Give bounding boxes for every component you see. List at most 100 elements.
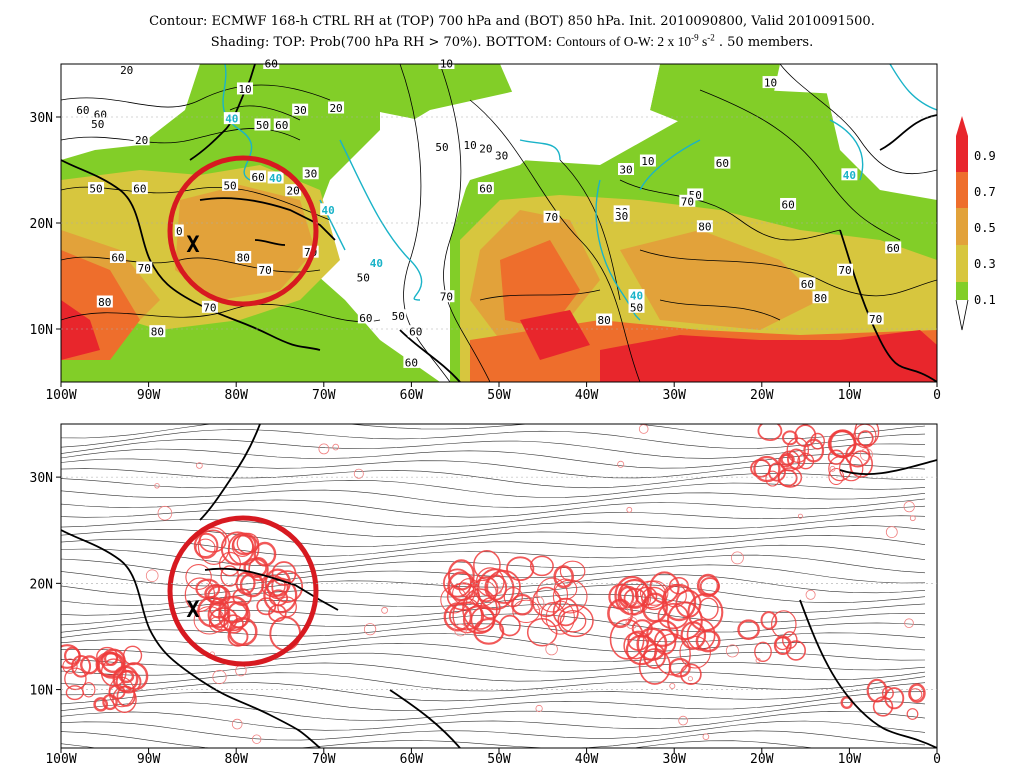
contour-label: 60: [801, 278, 814, 291]
contour-label: 80: [237, 251, 250, 264]
streamline: [61, 691, 926, 711]
contour-label: 80: [698, 221, 711, 234]
ow-contour: [268, 589, 289, 607]
title-line-2-shading: Shading: TOP: Prob(700 hPa RH > 70%). BO…: [210, 34, 553, 50]
ow-contour-small: [829, 465, 836, 472]
contour-label-bg: [438, 290, 455, 303]
lat-tick-label: 10N: [30, 684, 53, 699]
ow-contour: [197, 526, 230, 565]
contour-label: 20: [479, 142, 492, 155]
contour-label: 60: [111, 251, 124, 264]
ow-contour-small: [212, 669, 227, 685]
ow-contour: [686, 619, 716, 651]
shade-green-northeast: [650, 64, 780, 130]
ow-contour: [263, 577, 298, 614]
streamline: [61, 429, 926, 449]
streamline: [61, 554, 926, 577]
contour-label-bg: [762, 76, 779, 89]
lon-tick-label: 60W: [400, 752, 424, 767]
ow-contour-small: [797, 513, 803, 519]
ow-contour: [232, 533, 257, 556]
ow-contour-small: [687, 676, 693, 682]
contour-label-bg: [149, 325, 166, 338]
ow-contour-small: [678, 715, 688, 726]
colorbar-segment: [956, 245, 968, 282]
ow-contour: [698, 597, 719, 621]
contour-label-bg: [618, 163, 635, 175]
contour-label-bg: [885, 241, 902, 254]
ow-contour: [696, 573, 720, 598]
contour-label: 30: [619, 164, 632, 177]
contour-label: 30: [495, 150, 508, 163]
contour-label: 50: [89, 183, 102, 196]
ow-contour: [754, 641, 772, 662]
ow-contour: [640, 580, 669, 606]
ow-contour: [828, 468, 845, 485]
colorbar-segment: [956, 136, 968, 172]
contour-label: 20: [120, 64, 133, 77]
ow-contour-small: [755, 657, 761, 664]
streamline: [61, 448, 926, 469]
contour-label: 40: [269, 172, 282, 185]
ow-contour: [617, 579, 652, 615]
colorbar-bottom-arrow: [955, 299, 969, 331]
ow-contour-small: [638, 424, 649, 434]
streamline: [61, 564, 926, 587]
lon-tick-label: 80W: [224, 388, 248, 403]
ow-contour-small: [725, 644, 739, 658]
contour-label: 0: [176, 225, 183, 238]
ow-contour-small: [381, 606, 389, 614]
lon-tick-label: 50W: [487, 752, 511, 767]
contour-label: 10: [641, 155, 654, 168]
streamline: [61, 701, 926, 721]
ow-contour: [785, 640, 806, 661]
contour-label-bg: [109, 250, 126, 263]
contour-label-bg: [403, 355, 420, 368]
contour-label-bg: [235, 250, 252, 263]
ow-contour-small: [363, 623, 377, 636]
ow-contour: [115, 670, 142, 694]
bottom-panel-content: [61, 424, 937, 748]
ow-contour: [906, 708, 919, 720]
colorbar-label: 0.5: [974, 221, 996, 235]
contour-label-bg: [285, 184, 302, 197]
contour-label: 70: [258, 264, 271, 277]
contour-label-bg: [543, 210, 560, 223]
contour-label: 60: [359, 312, 372, 325]
ow-contour-small: [627, 601, 642, 616]
ow-contour-small: [154, 483, 160, 489]
contour-label-bg: [799, 277, 816, 290]
ow-contour: [777, 469, 798, 487]
ow-contour: [442, 568, 472, 598]
ow-contour: [653, 629, 677, 655]
title-line-2-members: . 50 members.: [714, 34, 814, 50]
lon-tick-label: 60W: [400, 388, 424, 403]
contour-label-bg: [89, 117, 106, 130]
ow-contour: [120, 662, 149, 691]
contour-label: 40: [843, 169, 856, 182]
ow-contour: [512, 599, 541, 623]
streamline: [61, 740, 816, 748]
contour-label-bg: [88, 182, 105, 195]
lat-tick-label: 20N: [30, 217, 53, 232]
contour-label: 80: [814, 292, 827, 305]
ow-contour: [526, 618, 558, 647]
shade-white-gulf: [61, 64, 200, 160]
ow-contour: [778, 454, 794, 468]
ow-contour: [446, 582, 481, 611]
contour-label-bg: [639, 154, 656, 167]
ow-contour-small: [474, 586, 480, 593]
contour-label: 50: [357, 272, 370, 285]
contour-label-bg: [714, 156, 731, 169]
contour-label-bg: [267, 171, 284, 184]
contour-label: 60: [781, 198, 794, 211]
ow-contour: [499, 614, 521, 637]
ow-contour: [627, 630, 650, 651]
contour-label: 70: [869, 313, 882, 326]
contour-label: 10: [238, 83, 251, 96]
contour-label-bg: [263, 57, 280, 69]
lat-tick-label: 30N: [30, 111, 53, 126]
streamline: [61, 633, 926, 653]
contour-label-bg: [96, 295, 113, 308]
